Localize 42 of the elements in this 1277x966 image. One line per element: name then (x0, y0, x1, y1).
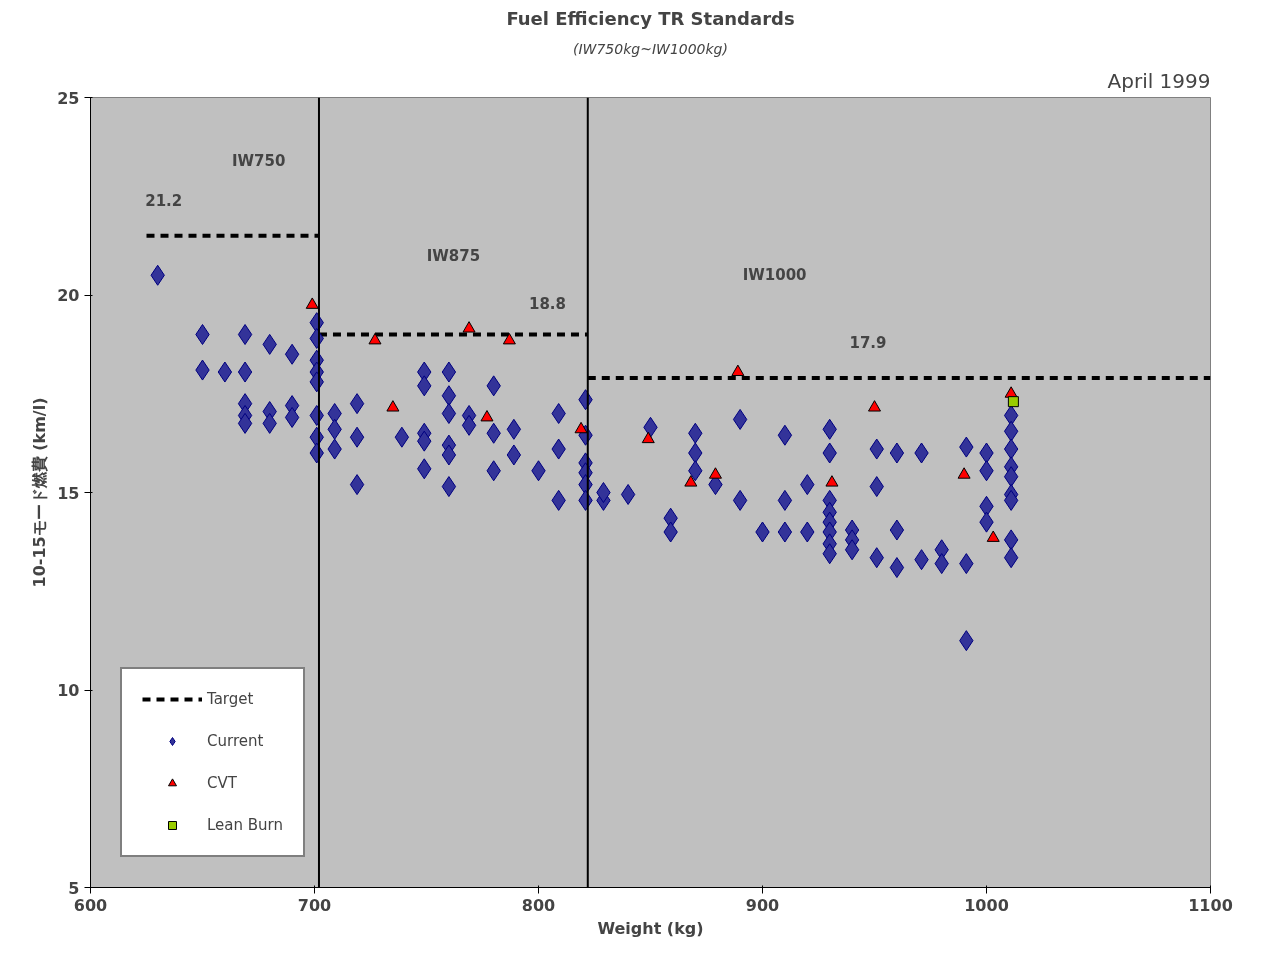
legend-label: Target (207, 690, 254, 708)
point (708, 467, 722, 479)
annotation: 21.2 (145, 192, 183, 211)
y-tick-label: 10 (57, 681, 80, 700)
x-tick-label: 600 (73, 895, 108, 915)
x-tick-label: 800 (521, 895, 556, 915)
point (386, 400, 400, 412)
legend-label: Lean Burn (207, 816, 283, 834)
x-tick-label: 1000 (964, 895, 1009, 915)
point (641, 431, 655, 444)
x-tick-label: 1100 (1188, 895, 1233, 915)
y-axis-title: 10-15モード燃費 (km/l) (30, 397, 50, 588)
point (1007, 396, 1019, 408)
point (868, 400, 881, 412)
annotation: 17.9 (849, 334, 887, 353)
chart-title: Fuel Efficiency TR Standards (506, 7, 795, 29)
point (731, 364, 745, 376)
annotation: IW875 (426, 246, 481, 265)
y-tick-label: 5 (68, 878, 80, 898)
annotation: IW1000 (742, 266, 807, 285)
point (502, 333, 516, 345)
x-tick-label: 900 (745, 895, 780, 915)
chart-subtitle: (IW750kg~IW1000kg) (573, 40, 728, 57)
legend-label: Current (207, 732, 264, 750)
point (305, 297, 319, 309)
point (957, 467, 971, 479)
point (986, 530, 1000, 542)
text: April 1999 (1107, 68, 1211, 93)
legend-label: CVT (207, 774, 237, 792)
annotation: IW750 (231, 151, 286, 170)
point (574, 421, 588, 434)
point (462, 321, 476, 333)
point (480, 410, 494, 422)
y-tick-label: 15 (57, 483, 80, 503)
point (368, 333, 382, 345)
annotation: 18.8 (528, 294, 566, 313)
point (684, 475, 698, 487)
x-axis-title: Weight (kg) (597, 918, 704, 938)
point (825, 475, 839, 487)
x-tick-label: 700 (297, 895, 332, 915)
y-tick-label: 25 (57, 88, 80, 108)
y-tick-label: 20 (57, 286, 80, 305)
